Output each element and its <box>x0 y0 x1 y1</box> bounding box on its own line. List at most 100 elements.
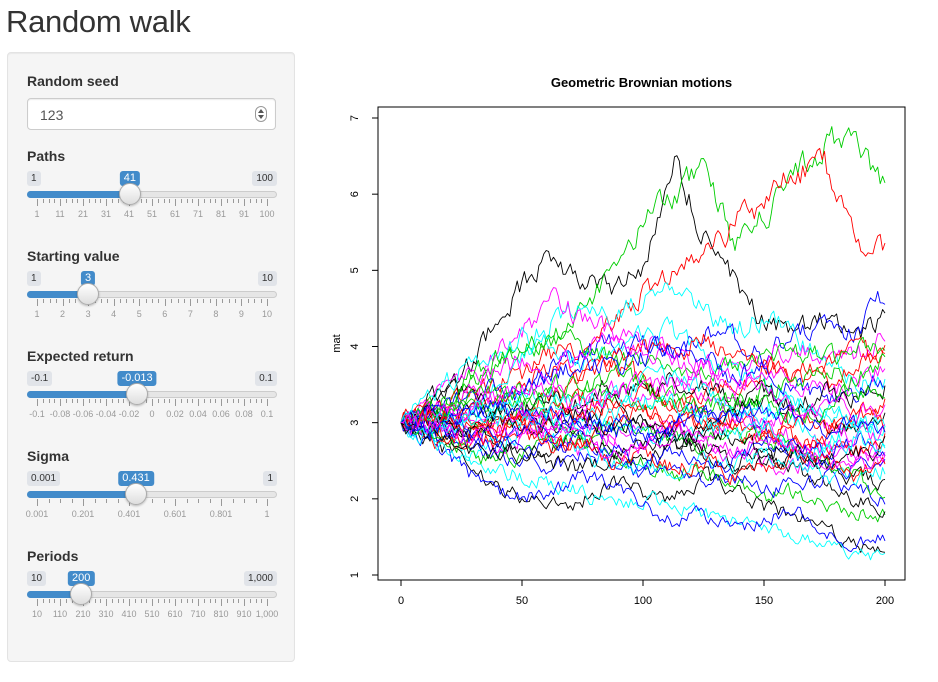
expected-grid-label: 0.08 <box>235 409 253 419</box>
paths-minor-tick <box>71 199 73 203</box>
sigma-minor-tick <box>152 499 153 503</box>
paths-minor-tick <box>261 199 263 203</box>
paths-slider[interactable]: 1 11 21 31 41 51 61 71 81 91 100 1 100 41 <box>27 171 277 231</box>
starting-grid-label: 1 <box>34 309 40 319</box>
expected-max-label: 0.1 <box>255 371 277 386</box>
expected-tick <box>221 399 222 406</box>
starting-grid-label: 4 <box>111 309 117 319</box>
periods-tick <box>175 599 176 606</box>
starting-minor-tick <box>107 299 109 303</box>
starting-minor-tick <box>247 299 249 303</box>
paths-tick <box>37 199 38 206</box>
expected-ticks <box>27 399 277 407</box>
expected-grid-label: -0.04 <box>95 409 117 419</box>
paths-grid-label: 21 <box>77 209 89 219</box>
expected-minor-tick <box>77 399 79 403</box>
periods-minor-tick <box>209 599 211 603</box>
paths-grid-label: 61 <box>169 209 181 219</box>
starting-minor-tick <box>49 299 51 303</box>
periods-minor-tick <box>65 599 67 603</box>
series-line <box>400 400 886 442</box>
periods-minor-tick <box>192 599 194 603</box>
plot-frame <box>377 106 906 581</box>
starting-grid-label: 2 <box>60 309 66 319</box>
starting-minor-tick <box>145 299 147 303</box>
sigma-tick <box>37 499 38 506</box>
sigma-min-label: 0.001 <box>27 471 61 486</box>
periods-tick <box>244 599 245 606</box>
starting-minor-tick <box>209 299 211 303</box>
starting-minor-tick <box>203 299 205 303</box>
paths-minor-tick <box>48 199 50 203</box>
expected-grid-label: 0.02 <box>166 409 184 419</box>
series-line <box>400 393 886 462</box>
paths-tick <box>221 199 222 206</box>
periods-minor-tick <box>232 599 234 603</box>
y-tick-label: 6 <box>349 191 361 197</box>
starting-grid-label: 3 <box>85 309 91 319</box>
starting-tick <box>37 299 38 306</box>
paths-minor-tick <box>88 199 90 203</box>
starting-tick <box>241 299 243 306</box>
sigma-slider[interactable]: 0.001 0.201 0.401 0.601 0.801 1 0.001 1 0.431 <box>26 471 277 531</box>
starting-grid-label: 7 <box>187 309 193 319</box>
starting-handle[interactable] <box>77 283 100 305</box>
periods-min-label: 10 <box>27 571 47 586</box>
series-line <box>400 422 886 553</box>
paths-minor-tick <box>186 199 188 203</box>
series-line <box>400 364 886 434</box>
starting-minor-tick <box>254 299 256 303</box>
x-tick-label: 100 <box>634 595 652 607</box>
sigma-label: Sigma <box>27 448 70 464</box>
expected-minor-tick <box>232 399 234 403</box>
paths-minor-tick <box>100 199 102 203</box>
seed-input[interactable]: 123 <box>27 98 276 130</box>
starting-fill-bar <box>27 291 89 298</box>
starting-minor-tick <box>196 299 198 303</box>
starting-value-slider[interactable]: 1 2 3 4 5 6 7 8 9 10 1 10 3 <box>27 271 277 331</box>
starting-minor-tick <box>126 299 128 303</box>
series-line <box>400 404 886 480</box>
starting-minor-tick <box>56 299 58 303</box>
starting-minor-tick <box>68 299 70 303</box>
expected-minor-tick <box>71 399 73 403</box>
expected-minor-tick <box>180 399 182 403</box>
paths-fill-bar <box>27 191 130 198</box>
paths-ticks <box>27 199 277 207</box>
periods-tick <box>37 599 38 606</box>
expected-minor-tick <box>186 399 188 403</box>
expected-return-slider[interactable]: -0.1 -0.08 -0.06 -0.04 -0.02 0 0.02 0.04 0.06 0.0… <box>27 371 277 431</box>
expected-tick <box>175 399 176 406</box>
x-tick-label: 0 <box>398 595 404 607</box>
sigma-grid-label: 1 <box>264 509 270 519</box>
starting-max-label: 10 <box>257 271 277 286</box>
series-line <box>400 155 886 429</box>
starting-minor-tick <box>228 299 230 303</box>
paths-handle[interactable] <box>118 183 141 205</box>
paths-grid-label: 51 <box>146 209 158 219</box>
series-line <box>400 290 886 424</box>
spinner-icon[interactable] <box>255 106 267 122</box>
sigma-handle[interactable] <box>124 483 147 505</box>
periods-grid-label: 810 <box>213 609 229 619</box>
periods-grid-label: 310 <box>98 609 114 619</box>
expected-handle[interactable] <box>126 383 149 405</box>
periods-grid-label: 10 <box>31 609 43 619</box>
paths-minor-tick <box>226 199 228 203</box>
starting-minor-tick <box>43 299 45 303</box>
expected-grid-label: 0.1 <box>260 409 274 419</box>
periods-tick <box>221 599 222 606</box>
starting-tick <box>215 299 217 306</box>
periods-tick <box>106 599 107 606</box>
periods-handle[interactable] <box>70 583 93 605</box>
series-line <box>400 419 886 553</box>
series-line <box>400 418 886 472</box>
paths-minor-tick <box>65 199 67 203</box>
y-tick-label: 7 <box>349 115 361 121</box>
expected-minor-tick <box>238 399 240 403</box>
paths-grid-label: 31 <box>100 209 112 219</box>
sigma-tick <box>267 499 268 506</box>
periods-minor-tick <box>157 599 159 603</box>
paths-grid-label: 91 <box>238 209 250 219</box>
